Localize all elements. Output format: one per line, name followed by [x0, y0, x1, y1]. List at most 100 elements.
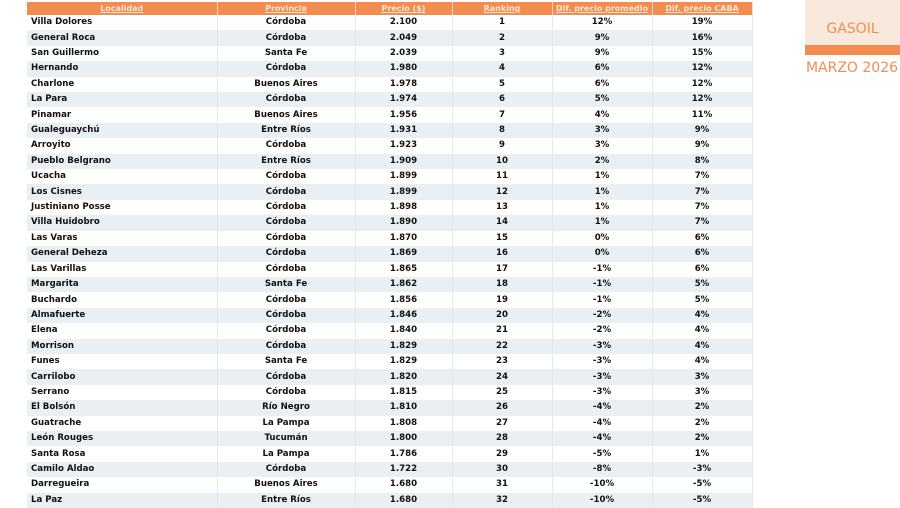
cell-localidad: Camilo Aldao — [27, 461, 218, 478]
cell-precio: 1.840 — [355, 323, 453, 339]
cell-dif-caba: 7% — [652, 199, 753, 216]
cell-dif-caba: 1% — [652, 446, 753, 462]
table-row: General Roca Córdoba 2.049 2 9% 16% — [27, 30, 753, 46]
cell-dif-promedio: 2% — [552, 153, 653, 170]
cell-provincia: Córdoba — [217, 369, 356, 385]
cell-precio: 2.049 — [355, 30, 453, 46]
table-row: Carrilobo Córdoba 1.820 24 -3% 3% — [27, 369, 753, 385]
cell-ranking: 29 — [452, 446, 553, 462]
table-row: Buchardo Córdoba 1.856 19 -1% 5% — [27, 292, 753, 308]
table-row: Hernando Córdoba 1.980 4 6% 12% — [27, 61, 753, 77]
column-header-provincia: Provincia — [217, 2, 356, 15]
cell-provincia: Santa Fe — [217, 353, 356, 370]
table-row: Justiniano Posse Córdoba 1.898 13 1% 7% — [27, 199, 753, 216]
cell-dif-promedio: -3% — [552, 369, 653, 385]
cell-localidad: León Rouges — [27, 430, 218, 447]
cell-dif-promedio: -2% — [552, 323, 653, 339]
cell-dif-caba: 12% — [652, 61, 753, 77]
cell-ranking: 31 — [452, 477, 553, 493]
cell-ranking: 27 — [452, 415, 553, 431]
cell-dif-caba: 11% — [652, 107, 753, 123]
cell-dif-caba: 9% — [652, 138, 753, 154]
cell-provincia: Córdoba — [217, 292, 356, 308]
cell-dif-caba: 6% — [652, 246, 753, 262]
cell-dif-promedio: 12% — [552, 15, 653, 31]
cell-dif-promedio: 9% — [552, 30, 653, 46]
cell-dif-promedio: 4% — [552, 107, 653, 123]
cell-ranking: 13 — [452, 199, 553, 216]
cell-provincia: Córdoba — [217, 199, 356, 216]
cell-ranking: 25 — [452, 384, 553, 401]
cell-dif-caba: 3% — [652, 369, 753, 385]
cell-provincia: Córdoba — [217, 138, 356, 154]
cell-precio: 1.829 — [355, 338, 453, 354]
cell-localidad: Charlone — [27, 76, 218, 93]
cell-localidad: Buchardo — [27, 292, 218, 308]
cell-provincia: Córdoba — [217, 61, 356, 77]
cell-dif-promedio: -8% — [552, 461, 653, 478]
cell-ranking: 16 — [452, 246, 553, 262]
cell-localidad: Arroyito — [27, 138, 218, 154]
cell-precio: 1.870 — [355, 230, 453, 247]
cell-precio: 1.856 — [355, 292, 453, 308]
cell-precio: 1.978 — [355, 76, 453, 93]
cell-dif-promedio: -1% — [552, 261, 653, 277]
cell-ranking: 2 — [452, 30, 553, 46]
cell-ranking: 18 — [452, 276, 553, 293]
cell-localidad: El Bolsón — [27, 400, 218, 416]
cell-precio: 1.980 — [355, 61, 453, 77]
cell-ranking: 24 — [452, 369, 553, 385]
cell-dif-caba: 7% — [652, 169, 753, 185]
cell-provincia: Córdoba — [217, 307, 356, 324]
cell-provincia: Córdoba — [217, 15, 356, 31]
cell-precio: 1.974 — [355, 92, 453, 108]
cell-dif-promedio: 1% — [552, 184, 653, 200]
cell-dif-promedio: 1% — [552, 169, 653, 185]
cell-ranking: 15 — [452, 230, 553, 247]
table-row: Morrison Córdoba 1.829 22 -3% 4% — [27, 338, 753, 354]
cell-provincia: Córdoba — [217, 384, 356, 401]
table-row: Almafuerte Córdoba 1.846 20 -2% 4% — [27, 307, 753, 324]
cell-precio: 1.820 — [355, 369, 453, 385]
cell-precio: 1.808 — [355, 415, 453, 431]
cell-ranking: 22 — [452, 338, 553, 354]
cell-precio: 1.865 — [355, 261, 453, 277]
cell-precio: 1.890 — [355, 215, 453, 231]
table-header-row: Localidad Provincia Precio ($) Ranking Dif. … — [27, 2, 753, 15]
cell-localidad: Guatrache — [27, 415, 218, 431]
cell-ranking: 7 — [452, 107, 553, 123]
cell-dif-promedio: 1% — [552, 215, 653, 231]
table-row: General Deheza Córdoba 1.869 16 0% 6% — [27, 246, 753, 262]
cell-ranking: 10 — [452, 153, 553, 170]
cell-ranking: 20 — [452, 307, 553, 324]
cell-ranking: 11 — [452, 169, 553, 185]
cell-ranking: 23 — [452, 353, 553, 370]
cell-provincia: Buenos Aires — [217, 76, 356, 93]
cell-provincia: Córdoba — [217, 461, 356, 478]
column-header-ranking: Ranking — [452, 2, 553, 15]
table-row: El Bolsón Río Negro 1.810 26 -4% 2% — [27, 400, 753, 416]
cell-dif-promedio: 5% — [552, 92, 653, 108]
cell-provincia: Córdoba — [217, 230, 356, 247]
cell-dif-promedio: 0% — [552, 246, 653, 262]
cell-provincia: Santa Fe — [217, 276, 356, 293]
cell-precio: 2.100 — [355, 15, 453, 31]
cell-dif-promedio: -2% — [552, 307, 653, 324]
cell-precio: 2.039 — [355, 45, 453, 62]
table-row: Charlone Buenos Aires 1.978 5 6% 12% — [27, 76, 753, 93]
table-row: Funes Santa Fe 1.829 23 -3% 4% — [27, 353, 753, 370]
cell-provincia: Córdoba — [217, 261, 356, 277]
cell-dif-caba: 7% — [652, 184, 753, 200]
cell-ranking: 26 — [452, 400, 553, 416]
cell-dif-caba: 6% — [652, 230, 753, 247]
cell-localidad: Las Varas — [27, 230, 218, 247]
cell-precio: 1.786 — [355, 446, 453, 462]
cell-precio: 1.899 — [355, 184, 453, 200]
cell-provincia: Entre Ríos — [217, 122, 356, 139]
cell-ranking: 17 — [452, 261, 553, 277]
cell-dif-caba: 12% — [652, 76, 753, 93]
cell-dif-promedio: 0% — [552, 230, 653, 247]
cell-localidad: La Paz — [27, 492, 218, 508]
cell-precio: 1.862 — [355, 276, 453, 293]
cell-localidad: Ucacha — [27, 169, 218, 185]
